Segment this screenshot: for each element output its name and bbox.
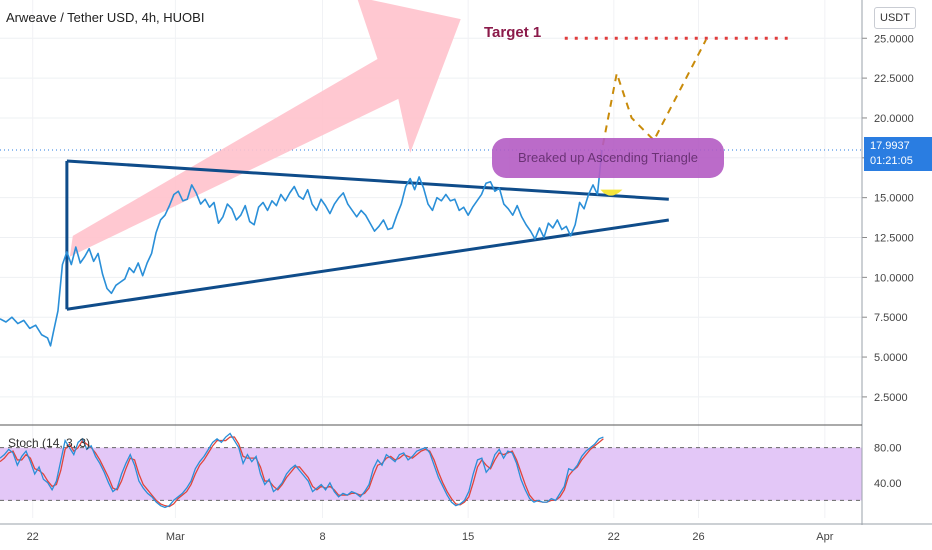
price-tick-label: 22.5000 xyxy=(874,73,914,85)
bar-countdown: 01:21:05 xyxy=(870,155,913,167)
time-tick-label: 15 xyxy=(462,531,474,543)
drawing-layer xyxy=(65,0,788,311)
stoch-layer xyxy=(0,432,604,509)
price-tick-label: 2.5000 xyxy=(874,392,908,404)
stoch-tick-label: 40.00 xyxy=(874,478,902,490)
stoch-k-line xyxy=(0,432,604,509)
price-tick-label: 15.0000 xyxy=(874,193,914,205)
price-tick-label: 10.0000 xyxy=(874,272,914,284)
last-price-value: 17.9937 xyxy=(870,140,910,152)
stoch-d-line xyxy=(0,436,604,508)
target-label: Target 1 xyxy=(484,24,542,41)
last-price-tag: 17.9937 01:21:05 xyxy=(864,137,932,171)
price-layer xyxy=(0,149,603,347)
breakout-marker xyxy=(600,189,623,196)
triangle-lower-line xyxy=(66,218,670,311)
projection-path xyxy=(599,39,707,158)
time-tick-label: Mar xyxy=(166,531,185,543)
price-tick-label: 12.5000 xyxy=(874,233,914,245)
time-tick-label: 8 xyxy=(319,531,325,543)
chart-title: Arweave / Tether USD, 4h, HUOBI xyxy=(6,10,205,25)
time-tick-label: 22 xyxy=(27,531,39,543)
breakout-callout[interactable]: Breaked up Ascending Triangle xyxy=(492,138,724,178)
time-tick-label: 22 xyxy=(608,531,620,543)
price-tick-label: 20.0000 xyxy=(874,113,914,125)
triangle-upper-line xyxy=(66,159,669,201)
price-tick-label: 25.0000 xyxy=(874,33,914,45)
pink-arrow xyxy=(69,0,461,257)
stoch-tick-label: 80.00 xyxy=(874,443,902,455)
price-tick-label: 5.0000 xyxy=(874,352,908,364)
time-tick-label: Apr xyxy=(816,531,833,543)
price-series-line xyxy=(0,149,603,347)
currency-badge[interactable]: USDT xyxy=(874,7,916,29)
stoch-label: Stoch (14, 3, 3) xyxy=(8,436,91,450)
price-tick-label: 7.5000 xyxy=(874,312,908,324)
time-tick-label: 26 xyxy=(692,531,704,543)
